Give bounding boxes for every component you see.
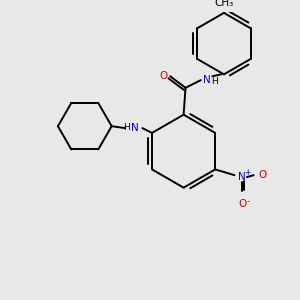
Text: O: O [159,71,168,81]
Text: O: O [258,170,266,180]
Text: H: H [123,123,130,132]
Text: H: H [211,76,218,85]
Text: +: + [244,168,250,177]
Text: N: N [131,123,139,133]
Text: N: N [238,172,246,182]
Text: -: - [246,198,250,207]
Text: N: N [203,75,211,85]
Text: CH₃: CH₃ [214,0,234,8]
Text: O: O [238,199,246,209]
